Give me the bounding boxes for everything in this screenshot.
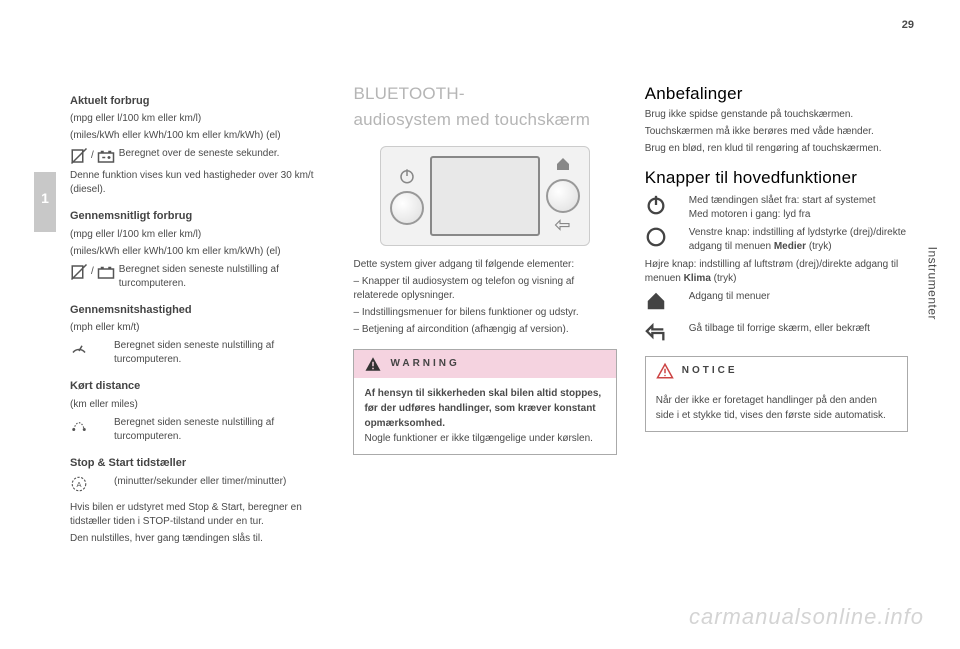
- heading-avg-consumption: Gennemsnitligt forbrug: [70, 209, 325, 224]
- notice-triangle-icon: [656, 362, 674, 380]
- notice-header: NOTICE: [646, 357, 907, 385]
- note-text: Denne funktion vises kun ved hastigheder…: [70, 169, 325, 197]
- knob-icon: [645, 226, 667, 248]
- heading-recommendations: Anbefalinger: [645, 82, 908, 106]
- icon-description: (minutter/sekunder eller timer/minutter): [114, 475, 325, 489]
- icon-description: Beregnet over de seneste sekunder.: [119, 147, 326, 161]
- icon-row: / Beregnet over de seneste sekunder.: [70, 147, 325, 165]
- power-icon: [645, 194, 667, 216]
- spec-line: (miles/kWh eller kWh/100 km eller km/kWh…: [70, 129, 325, 143]
- section-title-line1: BLUETOOTH-: [353, 82, 616, 106]
- body-text: Brug ikke spidse genstande på touchskærm…: [645, 108, 908, 122]
- spec-line: (km eller miles): [70, 398, 325, 412]
- body-text: Højre knap: indstilling af luftstrøm (dr…: [645, 258, 908, 286]
- heading-avg-speed: Gennemsnitshastighed: [70, 303, 325, 318]
- column-3: Anbefalinger Brug ikke spidse genstande …: [645, 82, 908, 549]
- column-2: BLUETOOTH- audiosystem med touchskærm De…: [353, 82, 616, 549]
- battery-icon: [97, 147, 115, 165]
- touchscreen-unit-illustration: [380, 146, 590, 246]
- warning-bold-text: Af hensyn til sikkerheden skal bilen alt…: [364, 388, 601, 429]
- spec-line: (mpg eller l/100 km eller km/l): [70, 228, 325, 242]
- icon-row: Med tændingen slået fra: start af system…: [645, 194, 908, 222]
- heading-distance: Kørt distance: [70, 379, 325, 394]
- distance-icon: [70, 416, 88, 434]
- icon-description: Gå tilbage til forrige skærm, eller bekr…: [689, 322, 908, 336]
- icon-row: Venstre knap: indstilling af lydstyrke (…: [645, 226, 908, 254]
- body-text: Touchskærmen må ikke berøres med våde hæ…: [645, 125, 908, 139]
- body-text: Brug en blød, ren klud til rengøring af …: [645, 142, 908, 156]
- column-1: Aktuelt forbrug (mpg eller l/100 km elle…: [70, 82, 325, 549]
- icon-row: Gå tilbage til forrige skærm, eller bekr…: [645, 322, 908, 344]
- back-icon: [554, 219, 572, 237]
- heading-stop-start: Stop & Start tidstæller: [70, 456, 325, 471]
- fuel-pump-crossed-icon: [70, 263, 88, 281]
- section-index-number: 1: [41, 189, 49, 209]
- left-knob: [390, 191, 424, 225]
- list-item: Indstillingsmenuer for bilens funktioner…: [353, 306, 616, 320]
- body-text: Hvis bilen er udstyret med Stop & Start,…: [70, 501, 325, 529]
- icon-row: Beregnet siden seneste nulstilling af tu…: [70, 339, 325, 367]
- body-text: Den nulstilles, hver gang tændingen slås…: [70, 532, 325, 546]
- warning-triangle-icon: [364, 355, 382, 373]
- spec-line: (mph eller km/t): [70, 321, 325, 335]
- power-icon: [398, 167, 416, 185]
- spec-line: (mpg eller l/100 km eller km/l): [70, 112, 325, 126]
- notice-box: NOTICE Når der ikke er foretaget handlin…: [645, 356, 908, 432]
- stop-start-icon: A: [70, 475, 88, 493]
- icon-row: / Beregnet siden seneste nulstilling af …: [70, 263, 325, 291]
- spec-line: (miles/kWh eller kWh/100 km eller km/kWh…: [70, 245, 325, 259]
- list-item: Betjening af aircondition (afhængig af v…: [353, 323, 616, 337]
- fuel-pump-crossed-icon: [70, 147, 88, 165]
- warning-text: Nogle funktioner er ikke tilgængelige un…: [364, 433, 592, 444]
- icon-description: Venstre knap: indstilling af lydstyrke (…: [689, 226, 908, 254]
- side-tab-label: Instrumenter: [923, 247, 940, 320]
- warning-box: WARNING Af hensyn til sikkerheden skal b…: [353, 349, 616, 455]
- icon-description: Beregnet siden seneste nulstilling af tu…: [114, 339, 325, 367]
- section-index-tab: 1: [34, 172, 56, 232]
- icon-description: Med tændingen slået fra: start af system…: [689, 194, 908, 222]
- watermark: carmanualsonline.info: [689, 602, 924, 633]
- battery-icon: [97, 263, 115, 281]
- warning-label: WARNING: [390, 357, 459, 371]
- heading-current-consumption: Aktuelt forbrug: [70, 94, 325, 109]
- page-number: 29: [902, 18, 914, 33]
- svg-text:A: A: [76, 480, 81, 489]
- intro-text: Dette system giver adgang til følgende e…: [353, 258, 616, 272]
- icon-row: Adgang til menuer: [645, 290, 908, 312]
- notice-label: NOTICE: [682, 364, 738, 378]
- warning-header: WARNING: [354, 350, 615, 378]
- right-knob: [546, 179, 580, 213]
- touchscreen-display: [430, 156, 540, 236]
- icon-description: Beregnet siden seneste nulstilling af tu…: [114, 416, 325, 444]
- icon-description: Beregnet siden seneste nulstilling af tu…: [119, 263, 326, 291]
- notice-body: Når der ikke er foretaget handlinger på …: [646, 385, 907, 431]
- icon-row: A (minutter/sekunder eller timer/minutte…: [70, 475, 325, 493]
- icon-row: Beregnet siden seneste nulstilling af tu…: [70, 416, 325, 444]
- home-icon: [645, 290, 667, 312]
- warning-body: Af hensyn til sikkerheden skal bilen alt…: [354, 378, 615, 454]
- back-arrow-icon: [645, 322, 667, 344]
- speedometer-icon: [70, 339, 88, 357]
- section-title-line2: audiosystem med touchskærm: [353, 108, 616, 132]
- list-item: Knapper til audiosystem og telefon og vi…: [353, 275, 616, 303]
- home-icon: [554, 155, 572, 173]
- feature-list: Knapper til audiosystem og telefon og vi…: [353, 275, 616, 337]
- icon-description: Adgang til menuer: [689, 290, 908, 304]
- slash-separator: /: [91, 149, 94, 163]
- heading-main-buttons: Knapper til hovedfunktioner: [645, 166, 908, 190]
- slash-separator: /: [91, 265, 94, 279]
